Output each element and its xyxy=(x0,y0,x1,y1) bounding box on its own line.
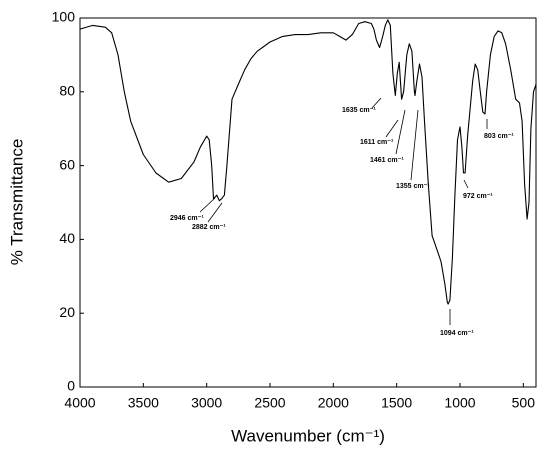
y-tick-label: 0 xyxy=(67,378,75,394)
annotation: 972 cm⁻¹ xyxy=(463,193,493,200)
annotation: 1094 cm⁻¹ xyxy=(440,330,474,337)
x-tick-label: 4000 xyxy=(64,395,95,411)
x-tick-label: 2500 xyxy=(254,395,285,411)
annotation-leader xyxy=(207,202,223,223)
annotation: 2946 cm⁻¹ xyxy=(170,215,204,222)
annotation: 1611 cm⁻¹ xyxy=(360,139,394,146)
plot-frame xyxy=(79,17,537,388)
y-tick-label: 100 xyxy=(52,9,76,25)
annotation: 1355 cm⁻¹ xyxy=(396,183,430,190)
x-axis-label: Wavenumber (cm⁻¹) xyxy=(231,426,385,445)
annotation: 1635 cm⁻¹ xyxy=(342,107,376,114)
y-tick-label: 20 xyxy=(59,304,75,320)
y-tick-label: 60 xyxy=(59,156,75,172)
annotation: 1461 cm⁻¹ xyxy=(370,157,404,164)
spectrum-line xyxy=(79,19,537,305)
annotation-leader xyxy=(199,197,216,213)
x-tick-label: 2000 xyxy=(318,395,349,411)
annotation: 803 cm⁻¹ xyxy=(484,133,514,140)
y-tick-label: 80 xyxy=(59,83,75,99)
x-tick-label: 3500 xyxy=(128,395,159,411)
x-tick-label: 3000 xyxy=(191,395,222,411)
annotation-leader xyxy=(463,179,469,189)
annotation: 2882 cm⁻¹ xyxy=(192,224,226,231)
annotation-leader xyxy=(371,97,382,109)
annotation-leader xyxy=(385,119,399,138)
x-tick-label: 1500 xyxy=(381,395,412,411)
annotation-leader xyxy=(395,109,406,155)
annotation-leader xyxy=(410,109,419,181)
y-tick-label: 40 xyxy=(59,230,75,246)
x-tick-label: 1000 xyxy=(444,395,475,411)
y-axis-label: % Transmittance xyxy=(7,139,26,266)
x-tick-label: 500 xyxy=(512,395,536,411)
